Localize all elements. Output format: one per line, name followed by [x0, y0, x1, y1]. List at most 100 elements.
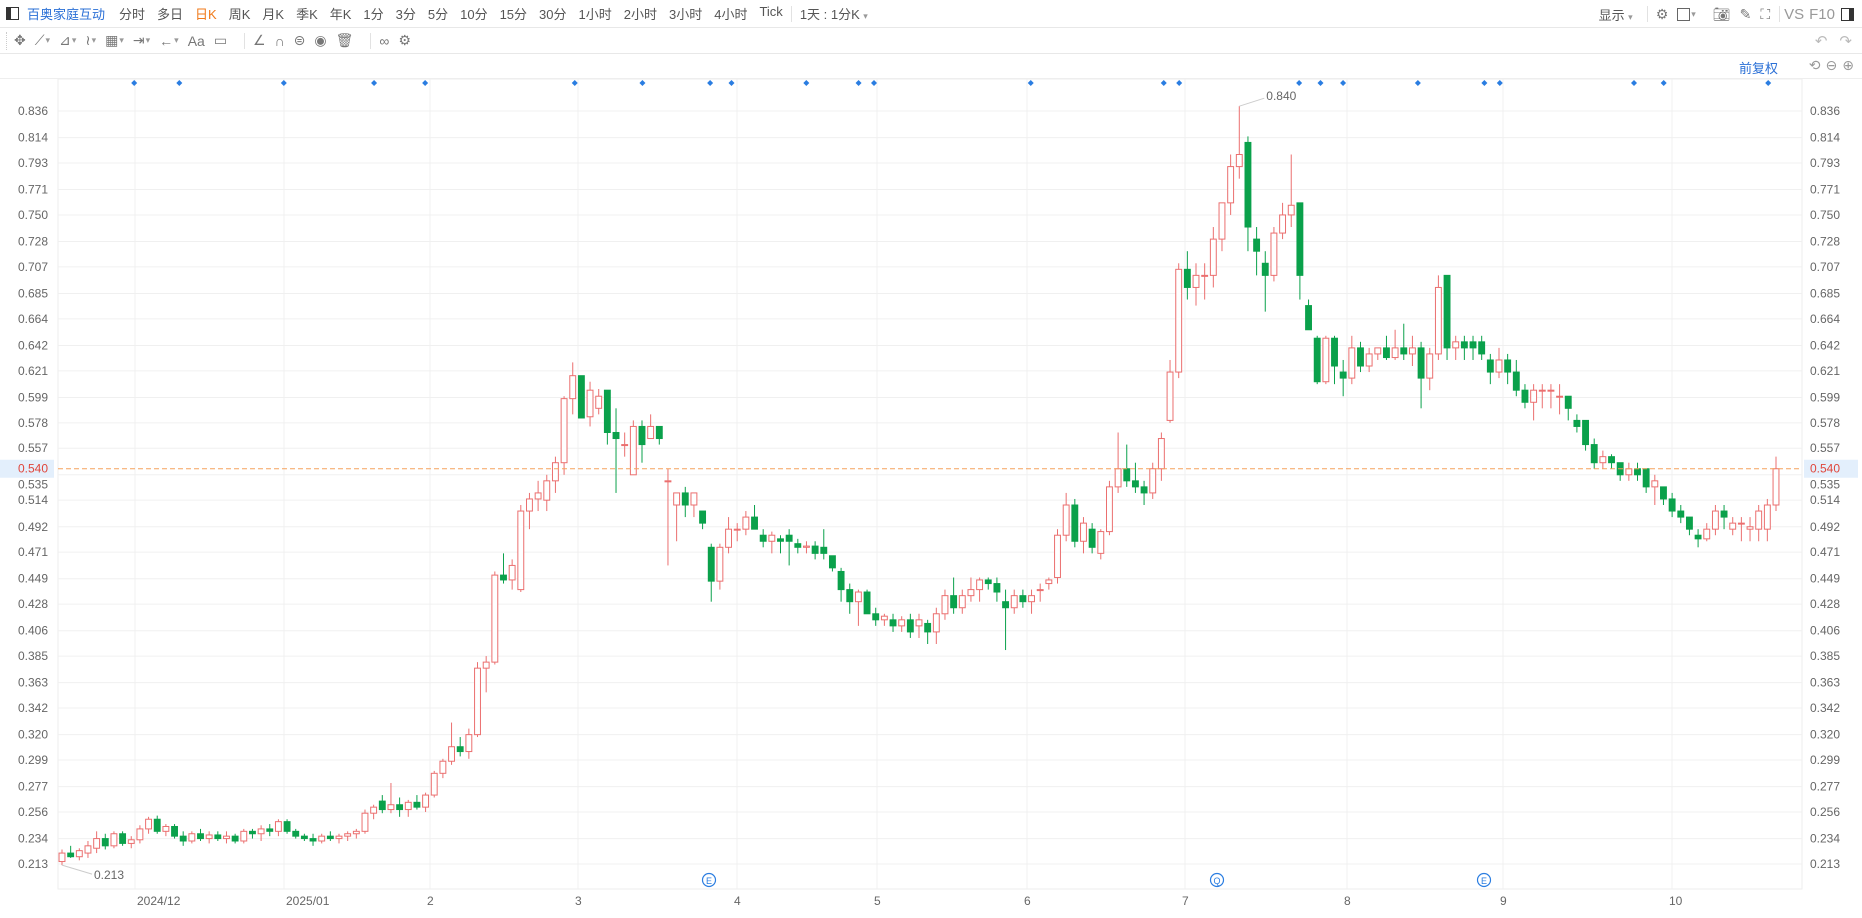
eye-cross-icon[interactable]: ⊜ — [293, 32, 306, 48]
candle-body — [257, 828, 265, 835]
reset-icon[interactable]: ⟲ — [1808, 57, 1821, 73]
candle-body — [205, 834, 213, 840]
candle — [188, 831, 196, 844]
polyline-icon[interactable]: ⊿ ▾ — [59, 32, 77, 48]
pencil-icon[interactable]: ✎ — [1739, 5, 1752, 22]
text-icon[interactable]: Aa — [187, 32, 205, 49]
tab-period-11[interactable]: 15分 — [499, 7, 528, 22]
candle-body — [500, 574, 507, 581]
candle-body — [1175, 268, 1183, 373]
candle-body — [344, 833, 352, 837]
tab-period-9[interactable]: 5分 — [427, 7, 449, 22]
x-tick-label: 2 — [427, 894, 434, 908]
tab-period-3[interactable]: 周K — [228, 7, 251, 22]
candle-body — [1478, 341, 1486, 355]
magnet-icon[interactable]: ∩ — [274, 32, 285, 49]
line-icon[interactable]: ⟋ ▾ — [34, 32, 51, 48]
tab-period-4[interactable]: 月K — [262, 7, 285, 22]
eye-icon[interactable]: ◉ — [314, 32, 327, 48]
link-icon[interactable]: ∞ — [379, 32, 390, 49]
y-tick-left: 0.299 — [18, 753, 48, 767]
zoom-in-icon[interactable]: ⊕ — [1842, 57, 1854, 73]
candle-body — [197, 833, 204, 840]
event-dot-marker — [1496, 80, 1503, 86]
candle — [768, 531, 776, 554]
camera-icon[interactable]: 📷︎ — [1712, 5, 1731, 22]
event-marker-E[interactable]: E — [701, 872, 717, 888]
event-dot-marker — [871, 80, 877, 86]
trash-icon[interactable]: 🗑︎ — [335, 32, 354, 48]
adjust-mode-button[interactable]: 前复权 — [1738, 61, 1778, 76]
candle-body — [1720, 510, 1728, 518]
event-marker-Q[interactable]: Q — [1209, 872, 1225, 888]
candle-body — [162, 825, 170, 832]
wave-icon[interactable]: ≀ ▾ — [85, 32, 97, 48]
candle-body — [1088, 528, 1096, 548]
sidebar-toggle-icon[interactable] — [6, 7, 19, 20]
stock-name[interactable]: 百奥家庭互动 — [27, 7, 106, 22]
candle — [664, 468, 672, 566]
candle-body — [1192, 274, 1200, 288]
y-tick-right: 0.642 — [1810, 338, 1840, 352]
interval-select[interactable]: 1天 : 1分K ▾ — [800, 4, 868, 23]
panel-toggle-icon[interactable] — [1841, 7, 1854, 21]
tab-period-0[interactable]: 分时 — [119, 7, 146, 22]
event-marker-circle — [1476, 872, 1492, 888]
candle — [1564, 395, 1572, 421]
layout-icon[interactable]: ▾ — [1677, 7, 1696, 21]
tab-period-1[interactable]: 多日 — [157, 7, 184, 22]
y-tick-left: 0.685 — [18, 286, 48, 300]
arrow-icon[interactable]: ← ▾ — [159, 32, 179, 49]
x-tick-label: 9 — [1500, 894, 1507, 908]
y-tick-left: 0.385 — [18, 649, 48, 663]
candle — [699, 510, 707, 530]
candle-body — [84, 845, 92, 854]
tab-period-14[interactable]: 2小时 — [623, 7, 657, 22]
f10-button[interactable]: F10 — [1809, 5, 1835, 23]
measure-icon[interactable]: ⇥ ▾ — [132, 32, 151, 48]
redo-icon[interactable]: ↷ — [1839, 33, 1852, 50]
candle — [422, 792, 430, 812]
vs-button[interactable]: VS — [1784, 5, 1805, 23]
candle — [1703, 523, 1711, 542]
tab-period-2[interactable]: 日K — [195, 7, 217, 22]
settings-icon[interactable]: ⚙ — [398, 32, 411, 48]
display-menu[interactable]: 显示 ▾ — [1599, 5, 1633, 24]
drag-handle[interactable] — [6, 31, 14, 50]
tab-period-15[interactable]: 3小时 — [668, 7, 703, 22]
fullscreen-icon[interactable]: ⛶ — [1760, 5, 1771, 22]
tab-period-12[interactable]: 30分 — [539, 7, 567, 22]
tab-period-5[interactable]: 季K — [296, 7, 318, 22]
y-tick-left: 0.471 — [18, 545, 48, 559]
event-dot-marker — [131, 80, 138, 86]
zoom-out-icon[interactable]: ⊖ — [1825, 57, 1838, 73]
tab-period-17[interactable]: Tick — [759, 4, 783, 19]
candle — [1599, 450, 1607, 469]
candle-body — [1253, 238, 1261, 252]
angle-icon[interactable]: ∠ — [253, 32, 266, 48]
comment-icon[interactable]: ▭ — [213, 32, 228, 48]
move-icon[interactable]: ✥ — [14, 32, 26, 48]
y-tick-right: 0.342 — [1810, 701, 1840, 715]
settings-icon[interactable]: ⚙ — [1655, 5, 1669, 22]
candle — [1019, 589, 1027, 608]
undo-icon[interactable]: ↶ — [1814, 33, 1828, 50]
tab-period-7[interactable]: 1分 — [363, 7, 384, 22]
tab-period-6[interactable]: 年K — [329, 7, 352, 22]
candle — [820, 529, 828, 560]
tab-period-8[interactable]: 3分 — [395, 7, 416, 22]
tab-period-10[interactable]: 10分 — [460, 7, 488, 22]
event-marker-E[interactable]: E — [1476, 872, 1492, 888]
x-tick-label: 10 — [1669, 894, 1683, 908]
candle-body — [1616, 462, 1624, 476]
fib-icon[interactable]: ▦ ▾ — [105, 32, 124, 48]
current-price-badge-bg — [1804, 459, 1858, 478]
tab-period-16[interactable]: 4小时 — [714, 7, 748, 22]
tab-period-13[interactable]: 1小时 — [578, 7, 612, 22]
x-tick-label: 5 — [874, 894, 881, 908]
candle — [560, 396, 568, 475]
candle — [551, 456, 559, 493]
candle — [534, 480, 542, 512]
y-tick-left: 0.406 — [18, 624, 48, 638]
